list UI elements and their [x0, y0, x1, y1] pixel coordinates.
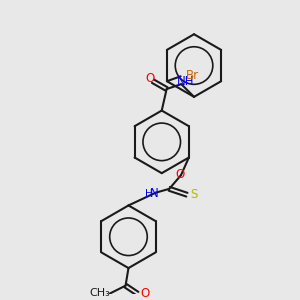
Text: NH: NH [176, 75, 194, 88]
Text: O: O [140, 287, 150, 300]
Text: S: S [190, 188, 197, 201]
Text: N: N [150, 187, 159, 200]
Text: H: H [145, 189, 153, 199]
Text: Br: Br [186, 69, 199, 82]
Text: O: O [146, 72, 154, 85]
Text: O: O [176, 168, 185, 181]
Text: CH₃: CH₃ [90, 289, 110, 298]
